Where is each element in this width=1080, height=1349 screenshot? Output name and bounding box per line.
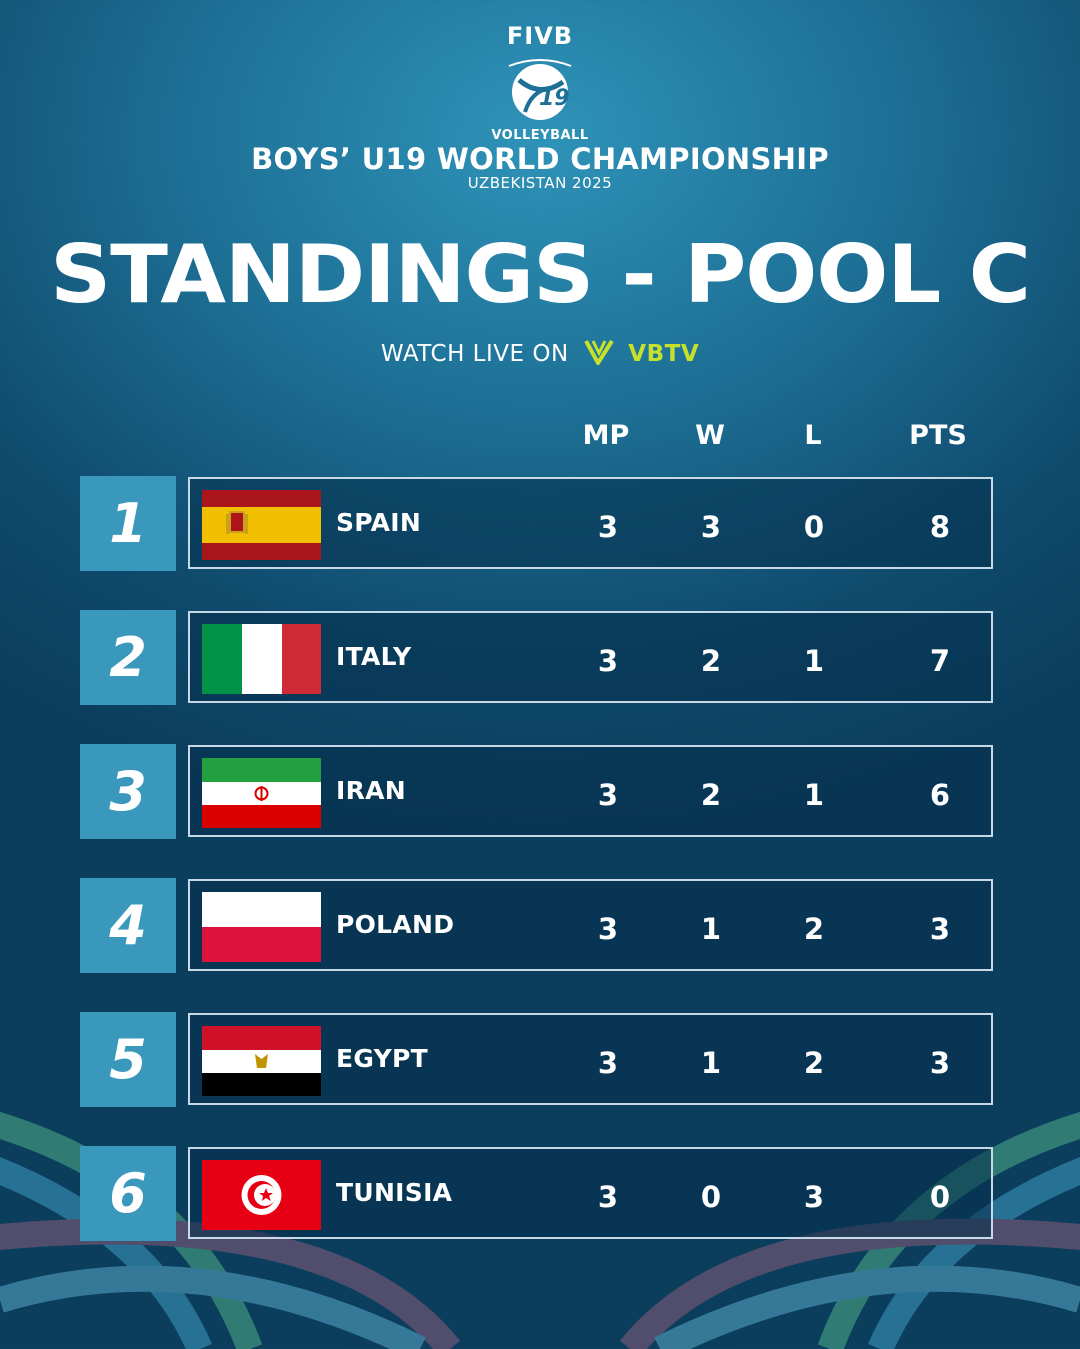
- team-name: TUNISIA: [336, 1178, 453, 1207]
- sport-label: VOLLEYBALL: [491, 128, 589, 143]
- team-name: ITALY: [336, 642, 412, 671]
- page-title: STANDINGS - POOL C: [50, 228, 1031, 321]
- rank-badge: 1: [80, 476, 176, 571]
- column-header-mp: MP: [582, 420, 630, 451]
- table-row: ITALY 3 2 1 7: [188, 611, 993, 703]
- table-row: POLAND 3 1 2 3: [188, 879, 993, 971]
- logo-number: 19: [539, 86, 570, 111]
- fivb-wordmark: FIVB: [506, 22, 574, 50]
- team-name: IRAN: [336, 776, 407, 805]
- pts-value: 7: [929, 644, 951, 678]
- table-row: IRAN 3 2 1 6: [188, 745, 993, 837]
- mp-value: 3: [597, 1180, 619, 1214]
- l-value: 1: [803, 778, 825, 812]
- pts-value: 3: [929, 912, 951, 946]
- watch-live-banner: WATCH LIVE ON VBTV: [0, 339, 1080, 367]
- egypt-flag-icon: [202, 1026, 321, 1096]
- column-header-pts: PTS: [909, 420, 967, 451]
- poland-flag-icon: [202, 892, 321, 962]
- table-row: EGYPT 3 1 2 3: [188, 1013, 993, 1105]
- column-header-l: L: [804, 420, 822, 451]
- spain-flag-icon: [202, 490, 321, 560]
- column-header-w: W: [695, 420, 725, 451]
- w-value: 3: [700, 510, 722, 544]
- championship-logo: FIVB 19: [0, 22, 1080, 122]
- l-value: 2: [803, 1046, 825, 1080]
- iran-flag-icon: [202, 758, 321, 828]
- pts-value: 6: [929, 778, 951, 812]
- rank-badge: 4: [80, 878, 176, 973]
- pts-value: 8: [929, 510, 951, 544]
- mp-value: 3: [597, 912, 619, 946]
- w-value: 2: [700, 644, 722, 678]
- table-row: TUNISIA 3 0 3 0: [188, 1147, 993, 1239]
- rank-badge: 2: [80, 610, 176, 705]
- team-name: SPAIN: [336, 508, 422, 537]
- l-value: 0: [803, 510, 825, 544]
- w-value: 1: [700, 912, 722, 946]
- rank-badge: 6: [80, 1146, 176, 1241]
- mp-value: 3: [597, 1046, 619, 1080]
- team-name: EGYPT: [336, 1044, 429, 1073]
- vbtv-brand: VBTV: [628, 341, 700, 367]
- w-value: 0: [700, 1180, 722, 1214]
- mp-value: 3: [597, 778, 619, 812]
- w-value: 1: [700, 1046, 722, 1080]
- l-value: 2: [803, 912, 825, 946]
- mp-value: 3: [597, 510, 619, 544]
- rank-badge: 3: [80, 744, 176, 839]
- championship-name: BOYS’ U19 WORLD CHAMPIONSHIP: [251, 142, 829, 176]
- tunisia-flag-icon: [202, 1160, 321, 1230]
- pts-value: 3: [929, 1046, 951, 1080]
- vbtv-logo-icon: [584, 339, 615, 365]
- team-name: POLAND: [336, 910, 455, 939]
- w-value: 2: [700, 778, 722, 812]
- italy-flag-icon: [202, 624, 321, 694]
- pts-value: 0: [929, 1180, 951, 1214]
- host-edition: UZBEKISTAN 2025: [467, 174, 613, 192]
- watch-live-label: WATCH LIVE ON: [380, 341, 569, 367]
- l-value: 1: [803, 644, 825, 678]
- mp-value: 3: [597, 644, 619, 678]
- l-value: 3: [803, 1180, 825, 1214]
- volleyball-logo-icon: 19: [508, 59, 572, 120]
- rank-badge: 5: [80, 1012, 176, 1107]
- table-row: SPAIN 3 3 0 8: [188, 477, 993, 569]
